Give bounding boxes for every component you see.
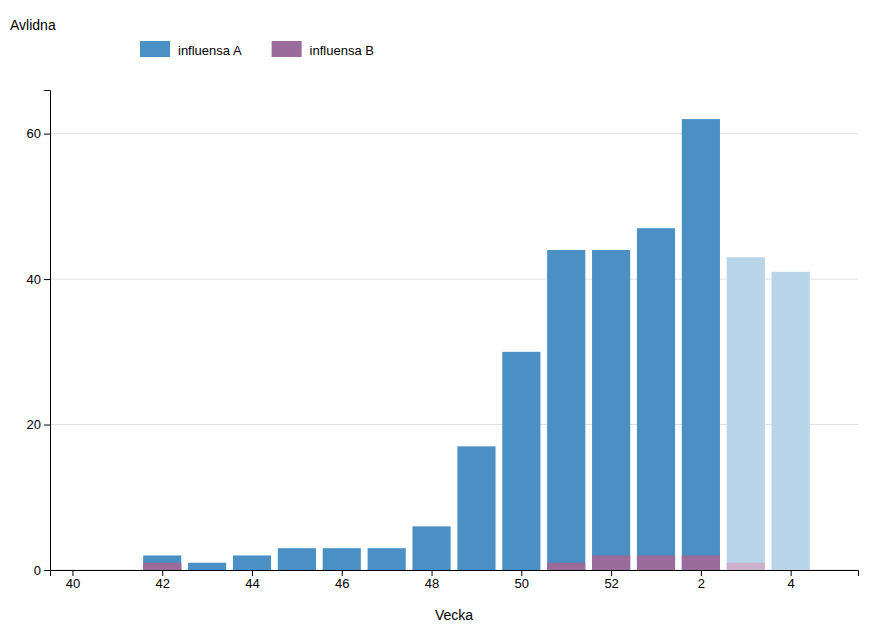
x-tick-mark <box>252 570 253 576</box>
bar <box>772 570 810 571</box>
bar <box>502 570 540 571</box>
bar <box>457 570 495 571</box>
x-axis: 40 42 44 46 48 50 52 2 4 <box>51 570 859 591</box>
bar <box>323 548 361 570</box>
grid <box>50 134 858 570</box>
x-tick-label: 48 <box>425 576 439 591</box>
x-tick: 52 <box>604 570 618 591</box>
bar <box>682 555 720 570</box>
y-tick-mark <box>44 570 50 571</box>
bar <box>188 570 226 571</box>
bar <box>592 250 630 570</box>
x-tick: 48 <box>425 570 439 591</box>
x-tick-mark <box>72 570 73 576</box>
bar <box>412 526 450 570</box>
x-tick: 40 <box>66 570 80 591</box>
bar <box>547 563 585 570</box>
chart: 40424446485052240204060VeckaAvlidnainflu… <box>0 0 888 640</box>
bar <box>323 570 361 571</box>
bar <box>682 119 720 570</box>
legend: influensa A influensa B <box>140 41 374 58</box>
bar <box>637 555 675 570</box>
legend-swatch <box>140 41 170 57</box>
bar <box>233 570 271 571</box>
bar <box>592 555 630 570</box>
x-tick-label: 50 <box>515 576 529 591</box>
legend-item: influensa A <box>140 41 242 58</box>
bar <box>188 563 226 570</box>
x-tick-mark <box>342 570 343 576</box>
x-tick-mark <box>521 570 522 576</box>
bar <box>278 548 316 570</box>
y-tick-mark <box>44 134 50 135</box>
bars <box>143 119 810 570</box>
bar-series <box>143 119 810 570</box>
x-tick-label: 44 <box>245 576 259 591</box>
bar <box>143 563 181 570</box>
y-tick-label: 20 <box>27 417 41 432</box>
x-tick: 2 <box>698 570 705 591</box>
x-tick-label: 2 <box>698 576 705 591</box>
bar <box>637 228 675 570</box>
legend-item: influensa B <box>272 41 374 58</box>
legend-label: influensa A <box>178 43 242 58</box>
bar <box>727 257 765 570</box>
bar <box>772 272 810 570</box>
y-tick: 60 <box>27 126 50 141</box>
y-tick: 20 <box>27 417 50 432</box>
bar <box>278 570 316 571</box>
x-tick: 50 <box>515 570 529 591</box>
bar <box>368 570 406 571</box>
grid-line <box>50 133 858 134</box>
x-tick-label: 40 <box>66 576 80 591</box>
x-axis-line <box>51 571 859 577</box>
x-tick-label: 42 <box>155 576 169 591</box>
y-tick-label: 40 <box>27 272 41 287</box>
x-tick-mark <box>611 570 612 576</box>
x-tick: 46 <box>335 570 349 591</box>
y-tick-label: 0 <box>34 563 41 578</box>
legend-swatch <box>272 41 302 57</box>
bar-series <box>143 555 765 570</box>
y-axis-line <box>44 91 51 571</box>
y-tick-mark <box>44 425 50 426</box>
x-tick-label: 4 <box>788 576 795 591</box>
x-tick-label: 46 <box>335 576 349 591</box>
x-tick: 42 <box>155 570 169 591</box>
bar <box>502 352 540 570</box>
x-tick-mark <box>791 570 792 576</box>
legend-label: influensa B <box>310 43 374 58</box>
plot: 40424446485052240204060 <box>27 91 859 592</box>
bar <box>233 555 271 570</box>
bar <box>143 555 181 570</box>
bar <box>727 563 765 570</box>
y-axis: 0 20 40 60 <box>27 91 51 578</box>
bar <box>457 446 495 570</box>
y-tick-label: 60 <box>27 126 41 141</box>
bar <box>368 548 406 570</box>
x-tick: 44 <box>245 570 259 591</box>
bar <box>412 570 450 571</box>
y-tick: 40 <box>27 272 50 287</box>
x-tick: 4 <box>788 570 795 591</box>
x-axis-title: Vecka <box>435 607 473 623</box>
y-tick: 0 <box>34 563 50 578</box>
x-tick-label: 52 <box>604 576 618 591</box>
x-tick-mark <box>162 570 163 576</box>
x-tick-mark <box>701 570 702 576</box>
x-tick-mark <box>432 570 433 576</box>
y-tick-mark <box>44 279 50 280</box>
bar <box>547 250 585 570</box>
y-axis-title: Avlidna <box>10 17 56 33</box>
